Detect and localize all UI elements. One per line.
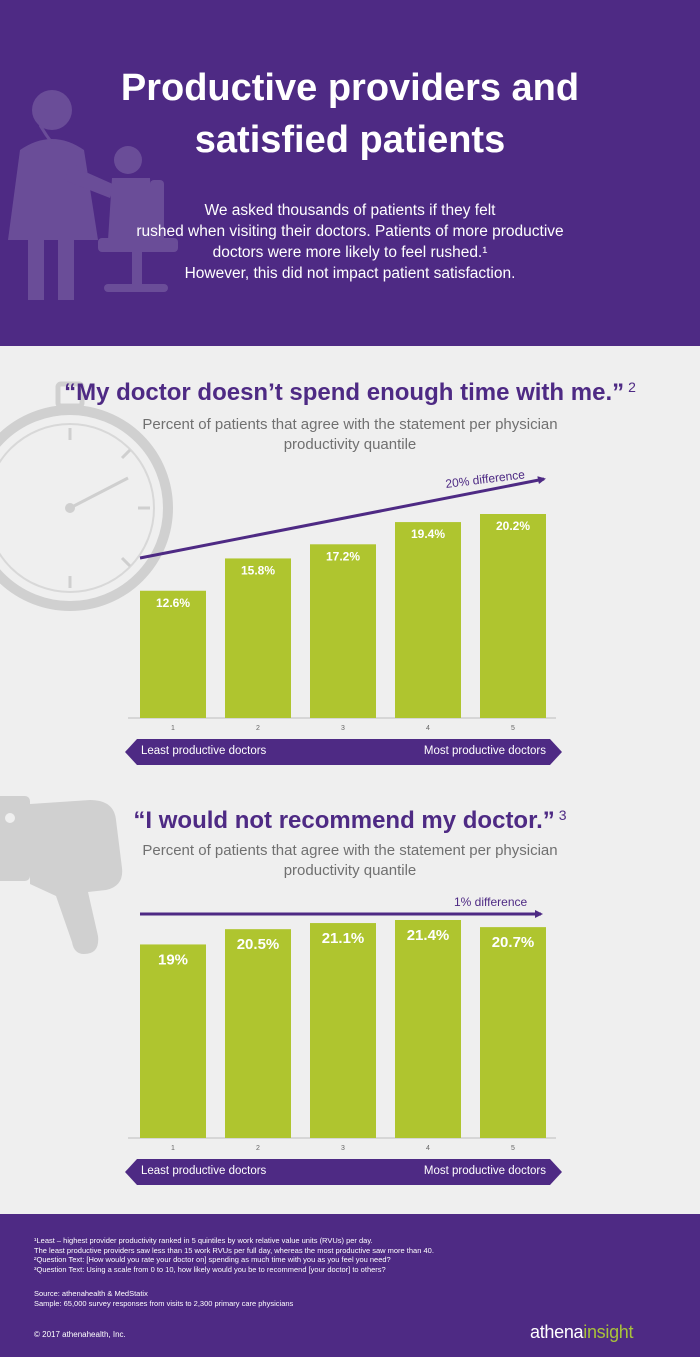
- chart-1-title-footnote: 2: [628, 379, 636, 395]
- intro-line-3: doctors were more likely to feel rushed.…: [212, 244, 488, 261]
- page-title-line-2: satisfied patients: [194, 119, 506, 161]
- chart-2-axis-left-label: Least productive doctors: [141, 1165, 267, 1177]
- chart-1-plot: 12.6% 1 15.8% 2 17.2% 3 19.4% 4 20.2% 5 20% differ…: [128, 467, 556, 732]
- chart-2-title-footnote: 3: [558, 807, 567, 823]
- chart-1-productivity-axis: Least productive doctors Most productive…: [125, 739, 562, 765]
- x-tick-label: 1: [171, 725, 175, 732]
- x-tick-label: 1: [171, 1145, 175, 1152]
- chart-2-productivity-axis: Least productive doctors Most productive…: [125, 1159, 562, 1185]
- bar-quantile-4: [395, 522, 461, 718]
- page-title-line-1: Productive providers and: [120, 67, 580, 109]
- bar-quantile-2: [225, 558, 291, 718]
- bar-value-label: 21.1%: [322, 930, 365, 947]
- doctor-examining-patient-icon: [8, 90, 178, 300]
- bar-value-label: 15.8%: [241, 563, 275, 577]
- chart-1-axis-left-label: Least productive doctors: [141, 745, 267, 757]
- intro-text: We asked thousands of patients if they f…: [110, 200, 590, 284]
- x-tick-label: 4: [426, 1145, 430, 1152]
- bar-value-label: 20.7%: [492, 934, 535, 951]
- trend-arrow: [139, 476, 546, 560]
- logo-text-insight: insight: [583, 1322, 634, 1342]
- chart-1-subtitle: Percent of patients that agree with the …: [100, 415, 600, 455]
- logo-text-athena: athena: [530, 1322, 584, 1342]
- footnote-3: ³Question Text: Using a scale from 0 to …: [34, 1264, 386, 1274]
- x-tick-label: 4: [426, 725, 430, 732]
- chart-2-subtitle: Percent of patients that agree with the …: [100, 841, 600, 881]
- bar-quantile-1: [140, 590, 206, 718]
- footnote-1: ¹Least – highest provider productivity r…: [34, 1236, 373, 1245]
- footnotes: ¹Least – highest provider productivity r…: [34, 1236, 434, 1274]
- athenainsight-logo: athenainsight: [530, 1322, 634, 1343]
- chart-2-axis-right-label: Most productive doctors: [423, 1165, 546, 1177]
- bar-value-label: 20.2%: [496, 519, 530, 533]
- chart-2-subtitle-line-2: productivity quantile: [283, 862, 417, 879]
- chart-1-title-text: “My doctor doesn’t spend enough time wit…: [64, 379, 625, 406]
- bar-value-label: 19.4%: [411, 527, 445, 541]
- stopwatch-icon: [0, 381, 173, 611]
- bar-quantile-5: [480, 927, 546, 1138]
- chart-2-title: “I would not recommend my doctor.” 3: [0, 807, 700, 835]
- chart-1-title: “My doctor doesn’t spend enough time wit…: [0, 379, 700, 407]
- page-title: Productive providers and satisfied patie…: [0, 62, 700, 166]
- bar-value-label: 20.5%: [237, 936, 280, 953]
- bar-quantile-2: [225, 929, 291, 1138]
- chart-2-title-text: “I would not recommend my doctor.”: [133, 807, 555, 834]
- footer: ¹Least – highest provider productivity r…: [0, 1214, 700, 1357]
- trend-annotation: 1% difference: [454, 895, 527, 909]
- intro-line-4: However, this did not impact patient sat…: [184, 265, 516, 282]
- copyright: © 2017 athenahealth, Inc.: [34, 1330, 126, 1339]
- x-tick-label: 5: [511, 725, 515, 732]
- chart-2-subtitle-line-1: Percent of patients that agree with the …: [142, 842, 558, 859]
- trend-annotation: 20% difference: [445, 467, 526, 491]
- intro-line-1: We asked thousands of patients if they f…: [204, 202, 496, 219]
- bar-value-label: 19%: [158, 951, 188, 968]
- x-tick-label: 5: [511, 1145, 515, 1152]
- bar-quantile-3: [310, 923, 376, 1138]
- chart-2-axis-arrow-band: [125, 1159, 562, 1185]
- footnote-1-continued: The least productive providers saw less …: [34, 1245, 434, 1255]
- chart-2-plot: 19% 1 20.5% 2 21.1% 3 21.4% 4 20.7% 5 1% differenc…: [128, 895, 556, 1152]
- x-tick-label: 2: [256, 725, 260, 732]
- x-tick-label: 3: [341, 1145, 345, 1152]
- chart-1-axis-arrow-band: [125, 739, 562, 765]
- bar-value-label: 21.4%: [407, 927, 450, 944]
- chart-1-subtitle-line-2: productivity quantile: [283, 436, 417, 453]
- sample-text: Sample: 65,000 survey responses from vis…: [34, 1298, 294, 1308]
- thumbs-down-icon: [0, 796, 123, 954]
- x-tick-label: 2: [256, 1145, 260, 1152]
- source-block: Source: athenahealth & MedStatix Sample:…: [34, 1289, 293, 1308]
- x-tick-label: 3: [341, 725, 345, 732]
- intro-line-2: rushed when visiting their doctors. Pati…: [136, 223, 564, 240]
- chart-1-axis-right-label: Most productive doctors: [423, 745, 546, 757]
- bar-quantile-1: [140, 944, 206, 1138]
- bar-quantile-3: [310, 544, 376, 718]
- bar-value-label: 12.6%: [156, 596, 190, 610]
- bar-quantile-4: [395, 920, 461, 1138]
- bar-value-label: 17.2%: [326, 549, 360, 563]
- bar-quantile-5: [480, 514, 546, 718]
- source-text: Source: athenahealth & MedStatix: [34, 1289, 148, 1298]
- footnote-2: ²Question Text: [How would you rate your…: [34, 1255, 391, 1264]
- chart-1-subtitle-line-1: Percent of patients that agree with the …: [142, 416, 558, 433]
- header-banner: Productive providers and satisfied patie…: [0, 0, 700, 346]
- charts-section: “My doctor doesn’t spend enough time wit…: [0, 346, 700, 1214]
